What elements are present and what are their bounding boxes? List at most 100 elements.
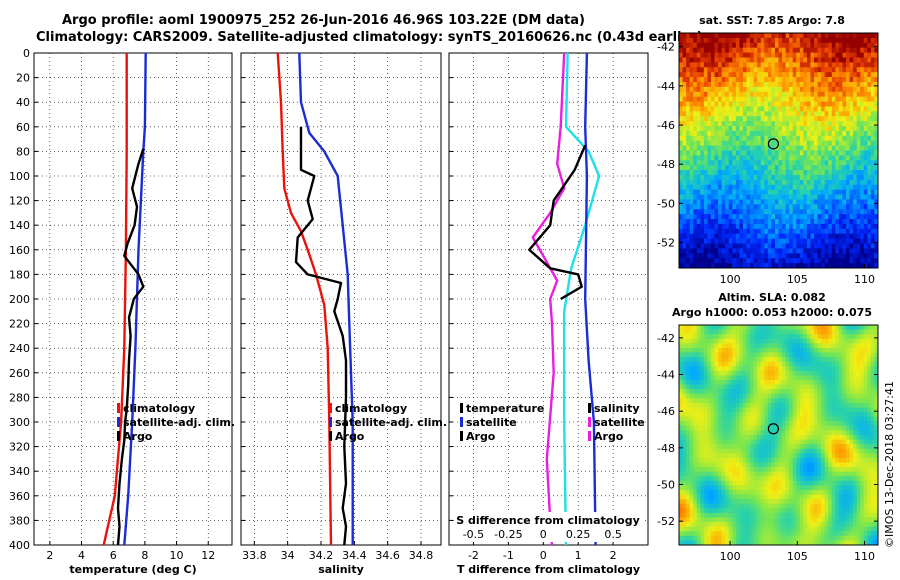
legend-swatch: [460, 431, 463, 441]
map-cell: [874, 91, 879, 98]
map-cell: [764, 135, 769, 142]
map-cell: [725, 453, 730, 459]
map-cell: [710, 77, 715, 83]
map-cell: [693, 425, 698, 431]
map-cell: [764, 204, 769, 210]
map-cell: [689, 37, 694, 44]
map-cell: [682, 435, 687, 440]
map-cell: [771, 101, 776, 107]
map-cell: [835, 204, 840, 210]
map-cell: [739, 33, 744, 39]
map-cell: [853, 228, 858, 235]
map-cell: [842, 96, 847, 102]
map-cell: [721, 485, 726, 491]
map-cell: [874, 77, 879, 83]
map-cell: [824, 357, 829, 363]
map-cell: [782, 370, 786, 376]
map-cell: [867, 476, 872, 482]
map-cell: [771, 480, 776, 486]
map-cell: [838, 214, 843, 220]
map-cell: [721, 199, 726, 205]
map-cell: [838, 435, 843, 440]
map-cell: [725, 352, 730, 358]
map-cell: [799, 325, 804, 330]
map-cell: [863, 248, 868, 254]
map-cell: [842, 204, 847, 210]
map-cell: [774, 398, 779, 404]
map-cell: [707, 91, 712, 98]
map-cell: [810, 467, 815, 473]
map-cell: [806, 347, 811, 353]
map-cell: [828, 430, 833, 436]
map-cell: [799, 165, 804, 171]
map-cell: [742, 130, 747, 137]
map-cell: [792, 425, 797, 431]
map-cell: [856, 435, 861, 440]
map-cell: [778, 457, 783, 463]
map-cell: [703, 86, 708, 93]
map-cell: [682, 357, 687, 363]
map-cell: [792, 343, 797, 349]
map-cell: [679, 448, 683, 454]
map-cell: [707, 67, 712, 73]
map-cell: [831, 155, 836, 161]
map-cell: [774, 462, 779, 468]
map-cell: [757, 398, 762, 404]
map-cell: [821, 393, 826, 399]
map-cell: [728, 476, 733, 482]
map-cell: [814, 179, 818, 186]
map-cell: [806, 476, 811, 482]
map-cell: [707, 421, 712, 427]
map-cell: [856, 140, 861, 147]
map-cell: [771, 81, 776, 88]
map-cell: [739, 214, 744, 220]
map-cell: [828, 263, 833, 269]
map-cell: [714, 343, 719, 349]
map-cell: [750, 263, 755, 269]
map-cell: [789, 329, 794, 335]
map-cell: [856, 248, 861, 254]
map-cell: [835, 263, 840, 269]
map-cell: [874, 47, 879, 53]
depth-tick-label: 300: [9, 416, 30, 429]
map-cell: [867, 37, 872, 44]
map-cell: [718, 380, 723, 385]
map-cell: [693, 263, 698, 269]
map-cell: [753, 174, 758, 181]
map-cell: [874, 184, 879, 191]
map-cell: [810, 380, 815, 385]
map-cell: [718, 402, 723, 408]
map-cell: [725, 389, 730, 395]
map-cell: [835, 430, 840, 436]
map-cell: [870, 179, 875, 186]
map-cell: [693, 490, 698, 495]
map-cell: [774, 47, 779, 53]
map-cell: [870, 398, 875, 404]
map-cell: [693, 219, 698, 225]
map-cell: [778, 67, 783, 73]
map-cell: [732, 421, 737, 427]
map-cell: [728, 72, 733, 78]
map-cell: [853, 170, 858, 176]
map-cell: [853, 194, 858, 200]
map-cell: [732, 334, 737, 340]
map-cell: [874, 199, 879, 205]
map-cell: [782, 140, 786, 147]
map-cell: [824, 209, 829, 215]
map-cell: [863, 258, 868, 264]
map-cell: [863, 155, 868, 161]
map-cell: [742, 258, 747, 264]
map-cell: [792, 165, 797, 171]
map-cell: [742, 248, 747, 254]
map-cell: [735, 86, 740, 93]
map-cell: [774, 121, 779, 127]
map-cell: [838, 407, 843, 413]
map-cell: [700, 444, 705, 450]
map-cell: [849, 204, 854, 210]
legend-swatch: [588, 431, 591, 441]
map-cell: [714, 329, 719, 335]
map-cell: [679, 170, 683, 176]
map-cell: [774, 170, 779, 176]
map-cell: [739, 347, 744, 353]
map-cell: [782, 37, 786, 44]
